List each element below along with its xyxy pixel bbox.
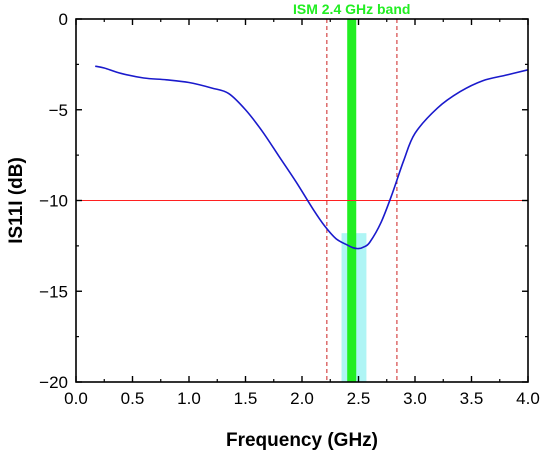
x-tick-label: 4.0 [516,389,540,408]
x-tick-label: 2.0 [290,389,314,408]
s11-curve [95,65,529,250]
x-tick-label: 0.0 [64,389,88,408]
x-tick-label: 1.0 [177,389,201,408]
y-axis-title: IS11I (dB) [6,157,27,244]
x-tick-label: 3.5 [460,389,484,408]
y-tick-label: −15 [39,282,68,301]
y-tick-label: −10 [39,192,68,211]
x-axis-title: Frequency (GHz) [226,430,378,451]
x-tick-label: 2.5 [347,389,371,408]
y-tick-label: 0 [59,10,68,29]
x-tick-label: 1.5 [234,389,258,408]
x-tick-label: 0.5 [121,389,145,408]
y-tick-label: −20 [39,373,68,392]
ism-band-label: ISM 2.4 GHz band [293,1,410,17]
x-tick-label: 3.0 [403,389,427,408]
y-tick-label: −5 [49,101,68,120]
